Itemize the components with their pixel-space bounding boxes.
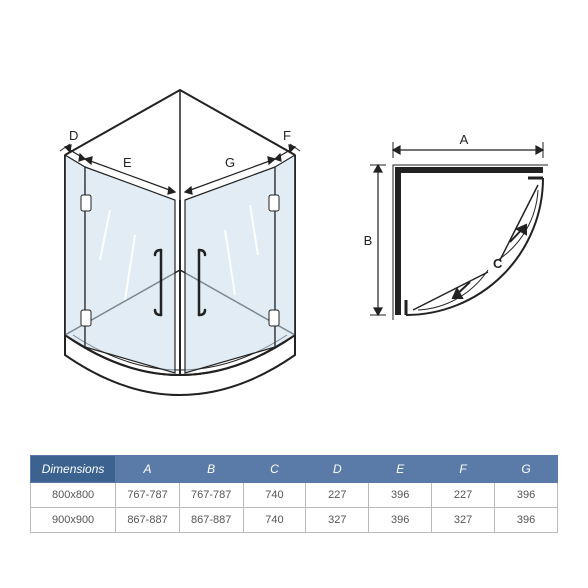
table-cell: 767-787 bbox=[179, 483, 243, 508]
table-cell: 867-887 bbox=[179, 508, 243, 533]
col-header: D bbox=[306, 456, 369, 483]
table-cell: 327 bbox=[432, 508, 495, 533]
table-cell: 396 bbox=[369, 483, 432, 508]
col-header: G bbox=[495, 456, 558, 483]
table-cell: 740 bbox=[243, 508, 306, 533]
table-cell: 867-887 bbox=[116, 508, 180, 533]
label-e: E bbox=[123, 155, 132, 170]
table-row: 900x900867-887867-887740327396327396 bbox=[31, 508, 558, 533]
iso-diagram: D E G F bbox=[25, 55, 335, 415]
table-cell: 800x800 bbox=[31, 483, 116, 508]
table-row: 800x800767-787767-787740227396227396 bbox=[31, 483, 558, 508]
table-cell: 767-787 bbox=[116, 483, 180, 508]
col-header: C bbox=[243, 456, 306, 483]
table-cell: 327 bbox=[306, 508, 369, 533]
dimensions-table-wrapper: DimensionsABCDEFG 800x800767-787767-7877… bbox=[30, 455, 558, 533]
col-header: E bbox=[369, 456, 432, 483]
plan-diagram: A B bbox=[358, 130, 568, 340]
label-a: A bbox=[460, 132, 469, 147]
col-header: A bbox=[116, 456, 180, 483]
table-cell: 396 bbox=[495, 483, 558, 508]
col-header: B bbox=[179, 456, 243, 483]
table-cell: 900x900 bbox=[31, 508, 116, 533]
table-cell: 227 bbox=[432, 483, 495, 508]
col-header: Dimensions bbox=[31, 456, 116, 483]
diagram-container: D E G F A B bbox=[0, 0, 588, 440]
label-c: C bbox=[493, 256, 503, 271]
dimensions-table: DimensionsABCDEFG 800x800767-787767-7877… bbox=[30, 455, 558, 533]
label-b: B bbox=[364, 233, 373, 248]
col-header: F bbox=[432, 456, 495, 483]
label-d: D bbox=[69, 128, 78, 143]
label-g: G bbox=[225, 155, 235, 170]
table-cell: 740 bbox=[243, 483, 306, 508]
table-cell: 227 bbox=[306, 483, 369, 508]
table-cell: 396 bbox=[495, 508, 558, 533]
table-cell: 396 bbox=[369, 508, 432, 533]
label-f: F bbox=[283, 128, 291, 143]
